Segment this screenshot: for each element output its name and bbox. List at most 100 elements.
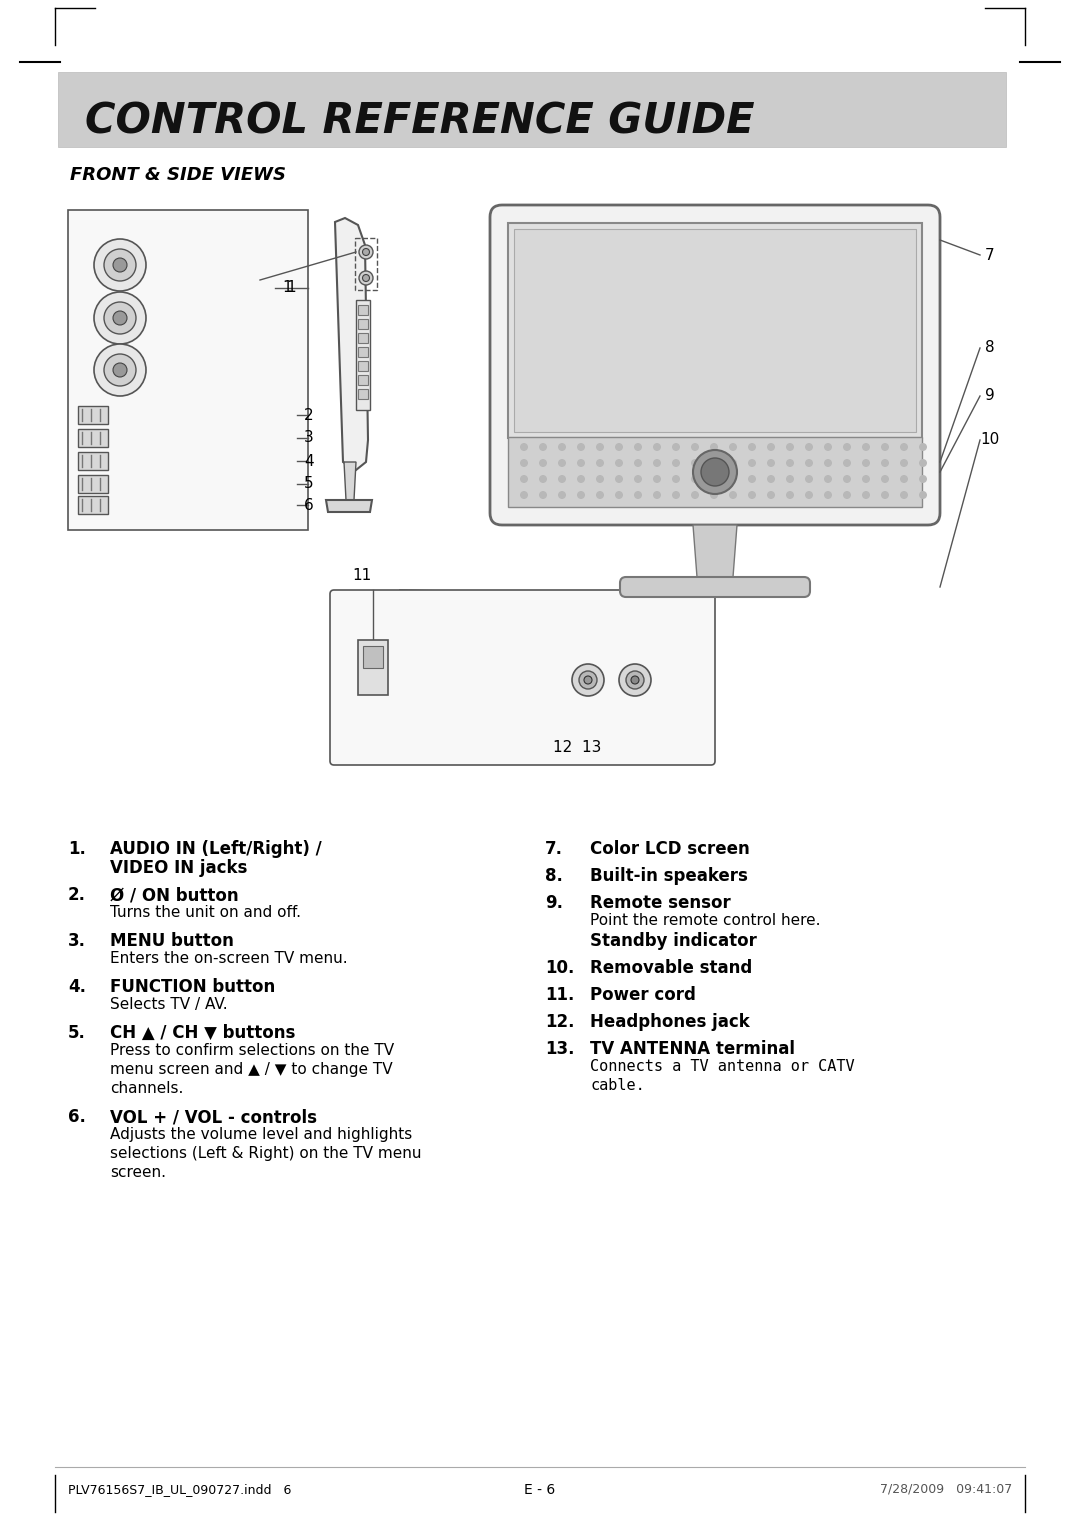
Circle shape xyxy=(862,459,870,467)
Circle shape xyxy=(862,442,870,451)
Circle shape xyxy=(596,442,604,451)
Circle shape xyxy=(653,474,661,483)
Bar xyxy=(357,362,368,371)
Bar xyxy=(357,389,368,400)
Circle shape xyxy=(786,442,794,451)
Bar xyxy=(508,223,922,438)
Circle shape xyxy=(577,459,585,467)
Polygon shape xyxy=(326,500,372,512)
Text: menu screen and ▲ / ▼ to change TV: menu screen and ▲ / ▼ to change TV xyxy=(110,1062,393,1078)
Circle shape xyxy=(710,491,718,499)
Circle shape xyxy=(363,248,369,255)
Bar xyxy=(357,375,368,385)
Text: E - 6: E - 6 xyxy=(525,1484,555,1497)
Circle shape xyxy=(691,459,699,467)
Text: Built-in speakers: Built-in speakers xyxy=(590,866,747,885)
Circle shape xyxy=(919,459,927,467)
Bar xyxy=(363,646,383,667)
Circle shape xyxy=(596,491,604,499)
Text: CH ▲ / CH ▼ buttons: CH ▲ / CH ▼ buttons xyxy=(110,1024,295,1043)
Bar xyxy=(357,306,368,315)
Circle shape xyxy=(558,491,566,499)
Text: Adjusts the volume level and highlights: Adjusts the volume level and highlights xyxy=(110,1126,413,1142)
Circle shape xyxy=(672,474,680,483)
Bar xyxy=(58,71,1005,147)
Circle shape xyxy=(653,442,661,451)
Text: 3.: 3. xyxy=(68,932,86,950)
Text: 5: 5 xyxy=(303,476,313,491)
Text: 8: 8 xyxy=(985,340,995,356)
Text: VIDEO IN jacks: VIDEO IN jacks xyxy=(110,859,247,877)
Circle shape xyxy=(631,676,639,684)
Bar xyxy=(78,406,108,424)
Circle shape xyxy=(615,442,623,451)
Text: Power cord: Power cord xyxy=(590,986,696,1005)
Circle shape xyxy=(672,459,680,467)
Text: 4.: 4. xyxy=(68,977,86,996)
Text: Press to confirm selections on the TV: Press to confirm selections on the TV xyxy=(110,1043,394,1058)
Circle shape xyxy=(359,271,373,286)
Circle shape xyxy=(824,491,832,499)
Text: Ø / ON button: Ø / ON button xyxy=(110,886,239,904)
FancyBboxPatch shape xyxy=(490,205,940,524)
Text: VOL + / VOL - controls: VOL + / VOL - controls xyxy=(110,1108,318,1126)
Text: 12.: 12. xyxy=(545,1012,575,1031)
Circle shape xyxy=(805,474,813,483)
Circle shape xyxy=(710,474,718,483)
Text: 11: 11 xyxy=(352,568,372,584)
Circle shape xyxy=(519,474,528,483)
Circle shape xyxy=(786,491,794,499)
Circle shape xyxy=(767,474,775,483)
Bar xyxy=(78,451,108,470)
Circle shape xyxy=(615,491,623,499)
Circle shape xyxy=(900,442,908,451)
Circle shape xyxy=(94,292,146,344)
Circle shape xyxy=(881,491,889,499)
FancyBboxPatch shape xyxy=(620,578,810,597)
Circle shape xyxy=(767,442,775,451)
Text: 2: 2 xyxy=(303,407,313,423)
Circle shape xyxy=(701,458,729,486)
Circle shape xyxy=(519,491,528,499)
Circle shape xyxy=(729,491,737,499)
Bar xyxy=(357,640,388,695)
Circle shape xyxy=(843,459,851,467)
Circle shape xyxy=(767,459,775,467)
Circle shape xyxy=(634,442,642,451)
Text: 7/28/2009   09:41:07: 7/28/2009 09:41:07 xyxy=(880,1484,1012,1496)
Circle shape xyxy=(615,474,623,483)
Circle shape xyxy=(824,474,832,483)
FancyBboxPatch shape xyxy=(330,590,715,765)
Bar xyxy=(356,299,370,410)
Circle shape xyxy=(104,249,136,281)
Text: 1.: 1. xyxy=(68,841,86,857)
Circle shape xyxy=(843,442,851,451)
Circle shape xyxy=(626,670,644,689)
Polygon shape xyxy=(693,524,737,578)
Circle shape xyxy=(862,474,870,483)
Circle shape xyxy=(672,442,680,451)
Circle shape xyxy=(653,459,661,467)
Text: 5.: 5. xyxy=(68,1024,86,1043)
Circle shape xyxy=(577,491,585,499)
Circle shape xyxy=(539,474,546,483)
Circle shape xyxy=(805,459,813,467)
Circle shape xyxy=(619,664,651,696)
Circle shape xyxy=(748,491,756,499)
Bar xyxy=(78,496,108,514)
Text: 13.: 13. xyxy=(545,1040,575,1058)
Circle shape xyxy=(691,491,699,499)
Circle shape xyxy=(843,474,851,483)
Circle shape xyxy=(824,442,832,451)
Circle shape xyxy=(900,474,908,483)
Circle shape xyxy=(691,442,699,451)
Circle shape xyxy=(729,442,737,451)
Circle shape xyxy=(113,363,127,377)
Circle shape xyxy=(919,491,927,499)
Text: Point the remote control here.: Point the remote control here. xyxy=(590,914,821,929)
Circle shape xyxy=(519,459,528,467)
Text: 9: 9 xyxy=(985,389,995,403)
Circle shape xyxy=(691,474,699,483)
Text: AUDIO IN (Left/Right) /: AUDIO IN (Left/Right) / xyxy=(110,841,322,857)
Text: Removable stand: Removable stand xyxy=(590,959,753,977)
